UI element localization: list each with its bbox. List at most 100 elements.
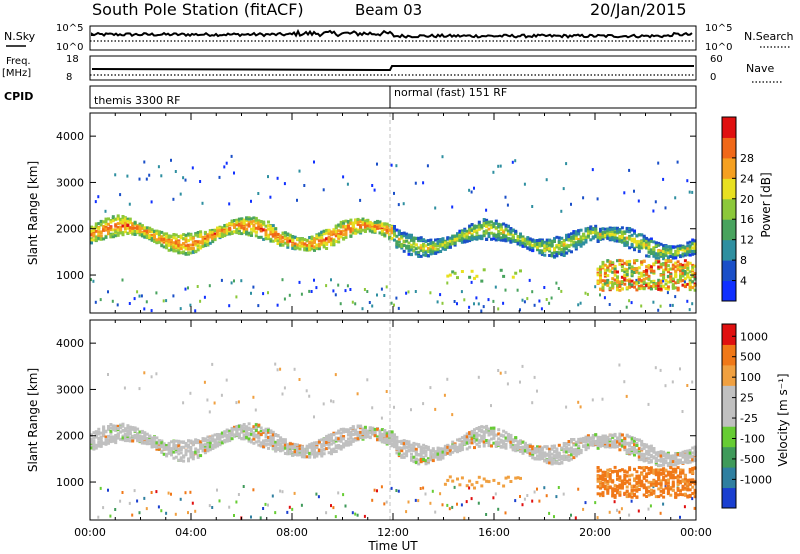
data-cell (213, 238, 217, 242)
data-cell (376, 435, 379, 439)
data-cell (422, 249, 426, 253)
data-cell (422, 238, 426, 242)
data-cell (475, 231, 479, 235)
data-cell (637, 199, 640, 203)
data-cell (422, 242, 426, 246)
data-cell (119, 225, 123, 229)
data-cell (606, 227, 610, 231)
power-xtick-marks (89, 113, 697, 313)
data-cell (531, 452, 535, 456)
data-cell (368, 222, 372, 226)
data-cell (664, 259, 668, 262)
data-cell (463, 434, 467, 438)
data-cell (492, 436, 496, 440)
data-cell (240, 430, 244, 434)
data-cell (242, 429, 246, 433)
data-cell (642, 236, 646, 240)
data-cell (473, 446, 476, 450)
data-cell (313, 447, 316, 451)
data-cell (182, 401, 185, 405)
data-cell (174, 512, 177, 516)
data-cell (199, 454, 203, 458)
data-cell (165, 511, 168, 515)
data-cell (250, 515, 252, 519)
data-cell (259, 223, 263, 227)
data-cell (286, 245, 290, 249)
data-cell (511, 233, 515, 237)
data-cell (594, 231, 598, 235)
data-cell (637, 271, 641, 275)
data-cell (104, 442, 108, 446)
data-cell (579, 240, 583, 244)
data-cell (620, 240, 624, 244)
data-cell (536, 247, 539, 251)
data-cell (477, 222, 481, 226)
data-cell (422, 446, 426, 450)
data-cell (354, 218, 358, 222)
data-cell (228, 202, 231, 206)
data-cell (274, 511, 277, 515)
data-cell (131, 226, 135, 230)
data-cell (194, 249, 198, 253)
data-cell (111, 217, 115, 221)
data-cell (506, 438, 510, 442)
data-cell (543, 286, 546, 289)
data-cell (116, 427, 120, 430)
data-cell (172, 447, 176, 450)
data-cell (262, 430, 266, 434)
data-cell (458, 483, 462, 487)
data-cell (642, 287, 646, 291)
data-cell (191, 243, 195, 247)
data-cell (504, 446, 508, 450)
data-cell (172, 249, 176, 253)
data-cell (136, 432, 140, 436)
data-cell (390, 227, 394, 231)
data-cell (470, 269, 474, 273)
data-cell (286, 237, 290, 241)
data-cell (504, 511, 507, 515)
data-cell (252, 488, 255, 492)
data-cell (259, 227, 263, 231)
data-cell (664, 279, 668, 282)
data-cell (303, 184, 306, 187)
data-cell (267, 237, 270, 241)
data-cell (322, 188, 325, 192)
data-cell (453, 241, 457, 245)
data-cell (184, 247, 188, 251)
data-cell (519, 232, 522, 236)
data-cell (666, 245, 670, 249)
data-cell (334, 450, 338, 453)
data-cell (378, 429, 382, 433)
data-cell (191, 442, 195, 446)
data-cell (170, 158, 172, 162)
colorbar-tick-label: 20 (740, 193, 754, 206)
data-cell (267, 446, 270, 450)
data-cell (514, 499, 517, 503)
data-cell (237, 226, 241, 230)
data-cell (426, 445, 430, 449)
data-cell (121, 436, 125, 440)
data-cell (254, 408, 257, 412)
data-cell (342, 220, 346, 224)
data-cell (107, 232, 110, 236)
data-cell (298, 280, 301, 284)
data-cell (242, 485, 245, 488)
data-cell (397, 203, 400, 207)
data-cell (519, 476, 522, 480)
data-cell (553, 515, 555, 519)
data-cell (174, 249, 178, 253)
data-cell (645, 254, 649, 258)
data-cell (283, 452, 287, 455)
data-cell (131, 437, 135, 441)
data-cell (608, 237, 612, 241)
data-cell (373, 222, 377, 226)
data-cell (412, 444, 416, 448)
data-cell (417, 499, 420, 503)
data-cell (417, 239, 421, 243)
data-cell (330, 448, 333, 452)
data-cell (300, 449, 304, 453)
data-cell (482, 444, 486, 448)
data-cell (187, 246, 190, 250)
data-cell (133, 229, 137, 233)
data-cell (274, 362, 277, 366)
